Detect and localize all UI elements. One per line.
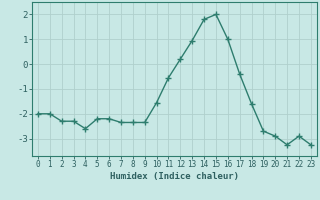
X-axis label: Humidex (Indice chaleur): Humidex (Indice chaleur) — [110, 172, 239, 181]
